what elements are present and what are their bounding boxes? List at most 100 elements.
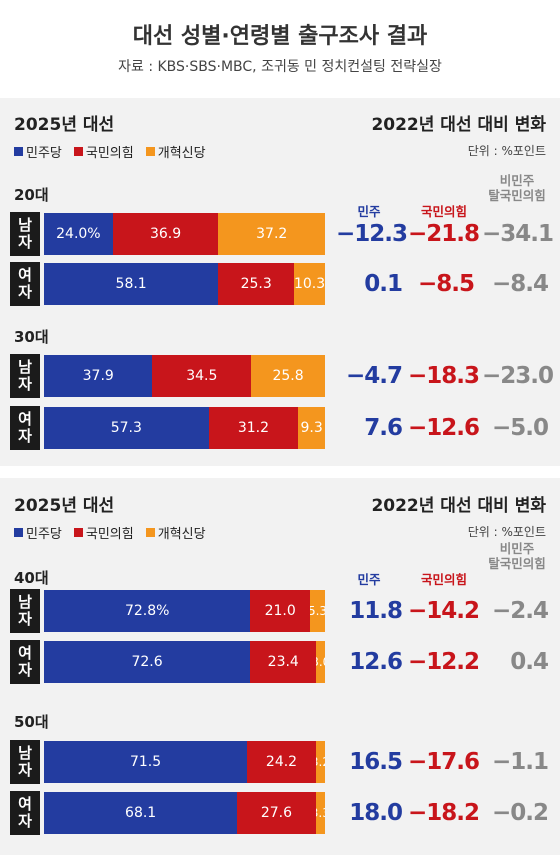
stacked-bar: 57.3 31.2 9.3 — [44, 407, 325, 449]
bar-segment: 34.5 — [152, 355, 252, 397]
legend-label: 민주당 — [26, 146, 62, 161]
change-value: −4.7 — [345, 363, 403, 389]
change-value: −12.3 — [336, 221, 408, 247]
stacked-bar-row: 남자 71.524.23.2 — [10, 740, 550, 784]
bar-segment: 25.3 — [218, 263, 295, 305]
change-column-header: 국민의힘 — [399, 204, 489, 219]
legend-item: 민주당 — [14, 523, 62, 542]
unit-label: 단위 : %포인트 — [467, 525, 546, 539]
legend: 민주당 국민의힘 개혁신당 — [14, 142, 206, 161]
bar-segment: 21.0 — [250, 590, 310, 632]
stacked-bar-row: 남 자 37.9 34.5 25.8 — [10, 354, 550, 398]
gender-char: 남 — [18, 358, 32, 376]
stacked-bar-row: 여 자 57.3 31.2 9.3 — [10, 406, 550, 450]
column-header-line: 민주 — [357, 572, 381, 587]
legend-item: 민주당 — [14, 142, 62, 161]
bar-segment: 72.6 — [44, 641, 251, 683]
change-title: 2022년 대선 대비 변화 — [371, 496, 546, 516]
bar-segment: 24.2 — [247, 741, 316, 783]
stacked-bar: 68.127.63.3 — [44, 792, 325, 834]
page-title: 대선 성별·연령별 출구조사 결과 — [132, 24, 428, 49]
change-value: −18.3 — [408, 363, 480, 389]
bar-segment: 57.3 — [44, 407, 209, 449]
change-column-header: 민주 — [324, 572, 414, 587]
change-value: −34.1 — [482, 221, 554, 247]
stacked-bar-row: 여 자 58.1 25.3 10.3 — [10, 262, 550, 306]
change-value: −2.4 — [491, 598, 549, 624]
section-title: 2025년 대선 — [14, 115, 115, 135]
gender-char: 자 — [18, 661, 32, 679]
bar-segment: 37.2 — [218, 213, 325, 255]
legend-label: 개혁신당 — [157, 527, 206, 542]
change-value: −8.4 — [491, 271, 549, 297]
gender-char: 남 — [18, 593, 32, 611]
change-value: 11.8 — [349, 598, 403, 624]
bar-segment: 71.5 — [44, 741, 248, 783]
change-value: 7.6 — [364, 415, 403, 441]
header: 대선 성별·연령별 출구조사 결과 자료 : KBS·SBS·MBC, 조귀동 … — [0, 0, 560, 92]
legend-swatch — [73, 147, 83, 156]
bar-segment: 36.9 — [112, 213, 219, 255]
bar-segment: 3.2 — [315, 741, 325, 783]
column-header-line: 탈국민의힘 — [488, 188, 546, 203]
legend-swatch — [14, 528, 23, 537]
change-value: 12.6 — [349, 649, 403, 675]
column-header-line: 민주 — [357, 204, 381, 219]
legend-label: 국민의힘 — [85, 146, 134, 161]
legend-item: 국민의힘 — [73, 142, 134, 161]
age-group-label: 50대 — [14, 713, 49, 731]
bar-segment: 5.3 — [309, 590, 325, 632]
gender-char: 남 — [18, 744, 32, 762]
gender-char: 여 — [18, 266, 32, 284]
column-header-line: 비민주 — [499, 173, 535, 188]
legend-item: 국민의힘 — [73, 523, 134, 542]
gender-char: 자 — [18, 812, 32, 830]
change-value: 18.0 — [349, 800, 403, 826]
gender-char: 자 — [18, 233, 32, 251]
gender-char: 자 — [18, 283, 32, 301]
legend: 민주당 국민의힘 개혁신당 — [14, 523, 206, 542]
change-value: −12.6 — [408, 415, 480, 441]
bar-segment: 68.1 — [44, 792, 238, 834]
age-group-label: 20대 — [14, 186, 49, 204]
gender-char: 자 — [18, 761, 32, 779]
column-header-line: 국민의힘 — [420, 572, 467, 587]
bar-segment: 58.1 — [44, 263, 219, 305]
change-value: 16.5 — [349, 749, 403, 775]
stacked-bar-row: 남 자 24.0% 36.9 37.2 — [10, 212, 550, 256]
section-title: 2025년 대선 — [14, 496, 115, 516]
stacked-bar: 24.0% 36.9 37.2 — [44, 213, 325, 255]
bar-segment: 27.6 — [237, 792, 316, 834]
column-header-line: 탈국민의힘 — [488, 556, 546, 571]
change-value: −18.2 — [408, 800, 480, 826]
column-header-line: 국민의힘 — [420, 204, 467, 219]
column-header-line: 비민주 — [499, 541, 535, 556]
bar-segment: 3.3 — [315, 792, 325, 834]
change-value: −5.0 — [491, 415, 549, 441]
change-value: −12.2 — [408, 649, 480, 675]
gender-char: 자 — [18, 427, 32, 445]
legend-item: 개혁신당 — [145, 142, 206, 161]
bar-segment: 10.3 — [294, 263, 325, 305]
legend-label: 국민의힘 — [85, 527, 134, 542]
legend-label: 개혁신당 — [157, 146, 206, 161]
change-value: −14.2 — [408, 598, 480, 624]
stacked-bar: 72.623.43.0 — [44, 641, 325, 683]
change-value: 0.4 — [510, 649, 549, 675]
legend-swatch — [145, 147, 155, 156]
change-value: −0.2 — [491, 800, 549, 826]
bar-segment: 24.0% — [44, 213, 113, 255]
gender-char: 여 — [18, 410, 32, 428]
unit-label: 단위 : %포인트 — [467, 144, 546, 158]
bar-segment: 23.4 — [250, 641, 317, 683]
bar-segment: 31.2 — [208, 407, 299, 449]
change-column-header: 민주 — [324, 204, 414, 219]
